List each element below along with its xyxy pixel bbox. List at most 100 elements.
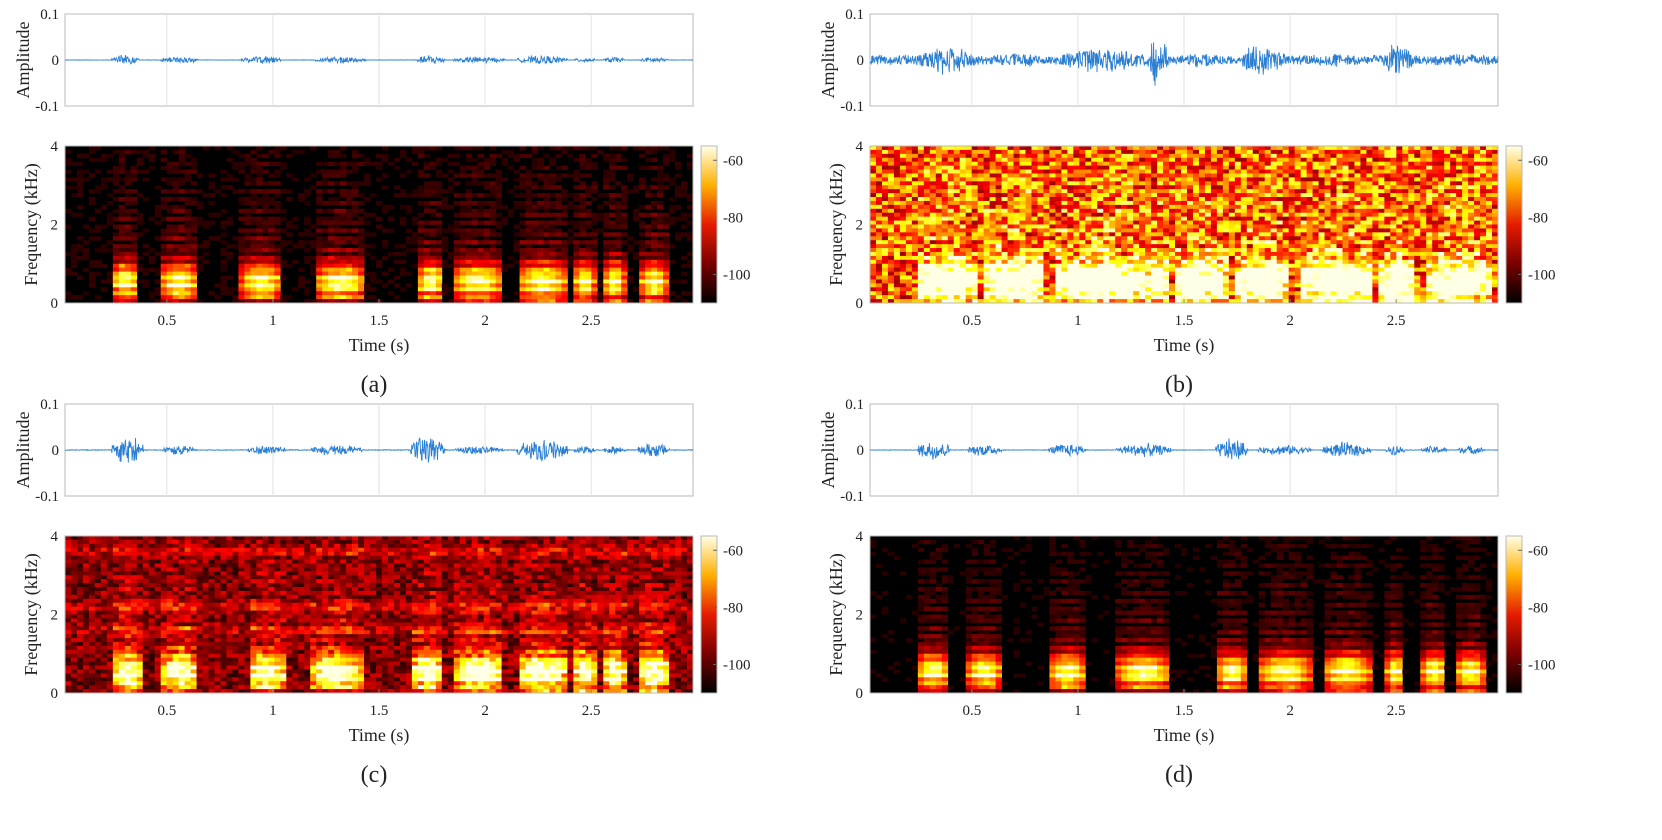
spectrogram-cell [887,255,895,261]
spectrogram-cell [603,267,610,272]
spectrogram-cell [887,232,895,237]
spectrogram-cell [112,169,120,174]
spectrogram-cell [364,197,371,202]
spectrogram-cell [166,177,174,182]
spectrogram-cell [1210,232,1218,237]
spectrogram-cell [555,263,562,269]
spectrogram-cell [489,228,497,233]
spectrogram-cell [1109,244,1116,249]
spectrogram-cell [959,197,967,202]
spectrogram-cell [1181,224,1188,229]
spectrogram-cell [1019,259,1026,265]
spectrogram-cell [1246,149,1254,155]
spectrogram-cell [178,244,186,249]
spectrogram-cell [1001,177,1008,182]
spectrogram-cell [196,216,203,221]
spectrogram-cell [1216,275,1224,280]
spectrogram-cell [495,197,503,202]
spectrogram-cell [238,169,245,174]
spectrogram-cell [208,236,215,241]
spectrogram-cell [881,248,889,253]
spectrogram-cell [244,220,251,225]
spectrogram-cell [1019,193,1026,198]
spectrogram-cell [953,263,961,269]
spectrogram-cell [935,283,943,288]
spectrogram-cell [154,212,162,218]
spectrogram-cell [995,220,1002,225]
spectrogram-cell [899,279,907,284]
spectrogram-cell [196,173,203,178]
spectrogram-cell [1175,185,1182,190]
spectrogram-cell [148,165,156,170]
spectrogram-cell [911,161,919,167]
spectrogram-cell [1181,267,1188,272]
spectrogram-cell [1025,267,1032,272]
spectrogram-cell [651,263,658,269]
spectrogram-cell [1013,279,1020,284]
spectrogram-cell [1115,149,1122,155]
spectrogram-cell [923,291,931,296]
spectrogram-cell [1204,244,1212,249]
spectrogram-cell [663,299,670,304]
spectrogram-cell [1079,189,1086,194]
spectrogram-cell [1157,255,1164,261]
spectrogram-cell [70,271,78,276]
spectrogram-cell [651,193,658,198]
spectrogram-cell [106,216,114,221]
spectrogram-cell [1055,275,1062,280]
spectrogram-cell [1216,299,1224,304]
spectrogram-cell [220,283,227,288]
spectrogram-cell [899,283,907,288]
spectrogram-cell [1049,216,1056,221]
spectrogram-cell [923,279,931,284]
spectrogram-cell [1007,263,1014,269]
spectrogram-cell [977,181,985,186]
spectrogram-cell [1037,216,1044,221]
spectrogram-cell [364,212,371,218]
spectrogram-cell [971,275,979,280]
spectrogram-cell [923,212,931,218]
spectrogram-cell [130,224,138,229]
spectrogram-cell [971,295,979,300]
spectrogram-cell [941,287,949,292]
spectrogram-cell [417,200,425,206]
spectrogram-cell [603,251,610,257]
spectrogram-cell [1019,173,1026,178]
spectrogram-cell [280,189,287,194]
spectrogram-cell [136,267,144,272]
spectrogram-cell [405,204,413,210]
spectrogram-cell [471,291,479,296]
spectrogram-cell [965,236,973,241]
spectrogram-cell [971,228,979,233]
spectrogram-cell [1234,240,1242,245]
spectrogram-cell [274,283,281,288]
spectrogram-cell [959,279,967,284]
spectrogram-cell [917,259,925,265]
spectrogram-cell [995,165,1002,170]
spectrogram-cell [1222,295,1230,300]
spectrogram-cell [1007,299,1014,304]
spectrogram-cell [627,173,634,178]
spectrogram-cell [1210,244,1218,249]
spectrogram-cell [1049,287,1056,292]
spectrogram-cell [579,263,586,269]
spectrogram-cell [561,193,568,198]
spectrogram-cell [935,185,943,190]
spectrogram-cell [166,267,174,272]
spectrogram-cell [585,189,592,194]
spectrogram-cell [1127,197,1134,202]
spectrogram-cell [573,173,580,178]
spectrogram-cell [1252,200,1260,206]
spectrogram-cell [1115,177,1122,182]
spectrogram-cell [310,173,317,178]
spectrogram-cell [875,161,883,167]
spectrogram-cell [1001,169,1008,174]
spectrogram-cell [166,287,174,292]
spectrogram-cell [184,161,191,167]
spectrogram-cell [1157,240,1164,245]
spectrogram-cell [118,259,126,265]
spectrogram-cell [1067,228,1074,233]
spectrogram-cell [1085,271,1092,276]
spectrogram-cell [238,161,245,167]
spectrogram-cell [1222,236,1230,241]
